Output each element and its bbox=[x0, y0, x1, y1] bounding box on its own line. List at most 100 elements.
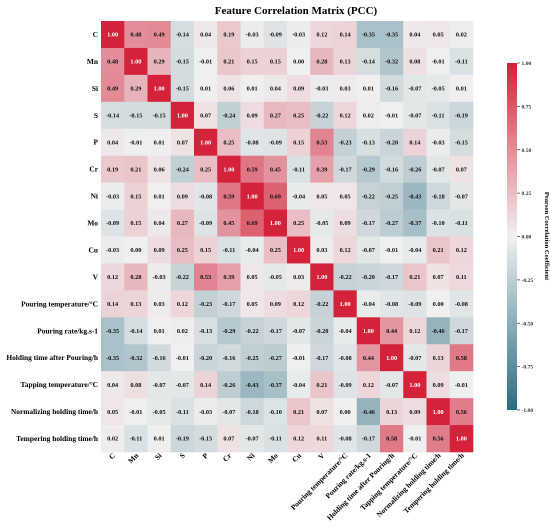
heatmap-cell bbox=[194, 182, 218, 210]
heatmap-cell bbox=[170, 74, 195, 103]
cell-value-label: 0.04 bbox=[409, 32, 421, 39]
heatmap-cell bbox=[287, 155, 311, 183]
cell-value-label: -0.35 bbox=[106, 328, 119, 335]
heatmap-cell bbox=[380, 344, 404, 372]
cell-value-label: 0.09 bbox=[177, 193, 188, 200]
heatmap-cell bbox=[310, 182, 334, 210]
cell-value-label: -0.32 bbox=[385, 59, 398, 66]
cell-value-label: -0.07 bbox=[222, 409, 235, 416]
heatmap-cell bbox=[194, 371, 218, 399]
heatmap-cell bbox=[287, 21, 311, 49]
heatmap-cell bbox=[356, 236, 381, 264]
cell-value-label: 0.59 bbox=[223, 193, 234, 200]
heatmap-cell bbox=[287, 425, 311, 453]
cell-value-label: -0.07 bbox=[153, 382, 166, 389]
heatmap-cell bbox=[426, 290, 451, 318]
heatmap-cell bbox=[426, 263, 451, 291]
cell-value-label: -0.22 bbox=[176, 274, 189, 281]
heatmap-cell bbox=[240, 101, 265, 130]
cell-value-label: 0.01 bbox=[363, 86, 374, 93]
heatmap-cell bbox=[380, 47, 404, 76]
cell-value-label: -0.04 bbox=[292, 193, 306, 200]
heatmap-cell bbox=[380, 155, 404, 183]
cell-value-label: -0.07 bbox=[408, 86, 421, 93]
heatmap-cell bbox=[426, 128, 451, 156]
heatmap-cell bbox=[426, 182, 451, 210]
heatmap-cell bbox=[403, 47, 427, 76]
cell-value-label: -0.17 bbox=[339, 166, 352, 173]
heatmap-cell bbox=[194, 398, 218, 426]
heatmap-cell bbox=[170, 236, 195, 264]
cell-value-label: -0.11 bbox=[129, 436, 142, 443]
cell-value-label: 0.28 bbox=[130, 274, 141, 281]
heatmap-cell bbox=[449, 290, 474, 318]
heatmap-cell bbox=[194, 209, 218, 237]
cell-value-label: -0.37 bbox=[408, 220, 421, 227]
cell-value-label: 0.05 bbox=[107, 409, 118, 416]
cell-value-label: -0.08 bbox=[455, 301, 468, 308]
heatmap-cell bbox=[403, 74, 427, 103]
heatmap-cell bbox=[333, 290, 358, 318]
cell-value-label: 1.00 bbox=[154, 86, 165, 93]
heatmap-cell bbox=[147, 371, 172, 399]
heatmap-cell bbox=[124, 236, 148, 264]
cell-value-label: -0.10 bbox=[269, 409, 282, 416]
heatmap-cell bbox=[124, 425, 148, 453]
heatmap-cell bbox=[263, 101, 288, 130]
cell-value-label: -0.07 bbox=[362, 247, 375, 254]
heatmap-cell bbox=[217, 371, 241, 399]
heatmap-cell bbox=[240, 344, 265, 372]
cell-value-label: 0.07 bbox=[456, 166, 467, 173]
cell-value-label: 0.27 bbox=[177, 220, 188, 227]
colorbar-tick-label: 1.00 bbox=[522, 61, 532, 67]
cell-value-label: -0.03 bbox=[106, 193, 119, 200]
cell-value-label: -0.01 bbox=[408, 436, 421, 443]
cell-value-label: -0.07 bbox=[432, 166, 445, 173]
heatmap-cell bbox=[287, 371, 311, 399]
heatmap-cell bbox=[426, 47, 451, 76]
cell-value-label: -0.09 bbox=[269, 32, 282, 39]
cell-value-label: -0.27 bbox=[385, 220, 398, 227]
cell-value-label: 0.12 bbox=[293, 301, 304, 308]
cell-value-label: 0.39 bbox=[316, 166, 327, 173]
cell-value-label: -0.04 bbox=[408, 247, 422, 254]
cell-value-label: -0.05 bbox=[269, 274, 282, 281]
heatmap-cell bbox=[449, 425, 474, 453]
heatmap-cell bbox=[217, 344, 241, 372]
cell-value-label: -0.01 bbox=[176, 355, 189, 362]
heatmap-cell bbox=[263, 290, 288, 318]
cell-value-label: -0.08 bbox=[246, 139, 259, 146]
heatmap-cell bbox=[170, 398, 195, 426]
heatmap-cell bbox=[240, 155, 265, 183]
cell-value-label: -0.18 bbox=[432, 193, 445, 200]
cell-value-label: -0.01 bbox=[129, 409, 142, 416]
cell-value-label: 0.01 bbox=[154, 328, 165, 335]
heatmap-cell bbox=[403, 398, 427, 426]
cell-value-label: -0.24 bbox=[176, 166, 190, 173]
cell-value-label: -0.15 bbox=[199, 436, 212, 443]
heatmap-cell bbox=[426, 236, 451, 264]
heatmap-cell bbox=[263, 209, 288, 237]
heatmap-cell bbox=[217, 317, 241, 345]
column-label: V bbox=[316, 451, 327, 462]
cell-value-label: -0.11 bbox=[269, 436, 282, 443]
cell-value-label: -0.13 bbox=[362, 139, 375, 146]
heatmap-cell bbox=[426, 425, 451, 453]
heatmap-cell bbox=[426, 209, 451, 237]
heatmap-cell bbox=[310, 344, 334, 372]
cell-value-label: 0.04 bbox=[107, 382, 119, 389]
heatmap-cell bbox=[356, 209, 381, 237]
cell-value-label: 0.03 bbox=[316, 247, 327, 254]
heatmap-cell bbox=[170, 290, 195, 318]
cell-value-label: 0.15 bbox=[200, 247, 211, 254]
heatmap-cell bbox=[287, 398, 311, 426]
cell-value-label: 1.00 bbox=[177, 112, 188, 119]
cell-value-label: -0.01 bbox=[199, 59, 212, 66]
heatmap-cell bbox=[101, 371, 125, 399]
cell-value-label: -0.17 bbox=[222, 301, 235, 308]
cell-value-label: 0.12 bbox=[293, 436, 304, 443]
cell-value-label: -0.15 bbox=[176, 86, 189, 93]
heatmap-cell bbox=[263, 371, 288, 399]
heatmap-cell bbox=[147, 236, 172, 264]
cell-value-label: -0.17 bbox=[362, 436, 375, 443]
